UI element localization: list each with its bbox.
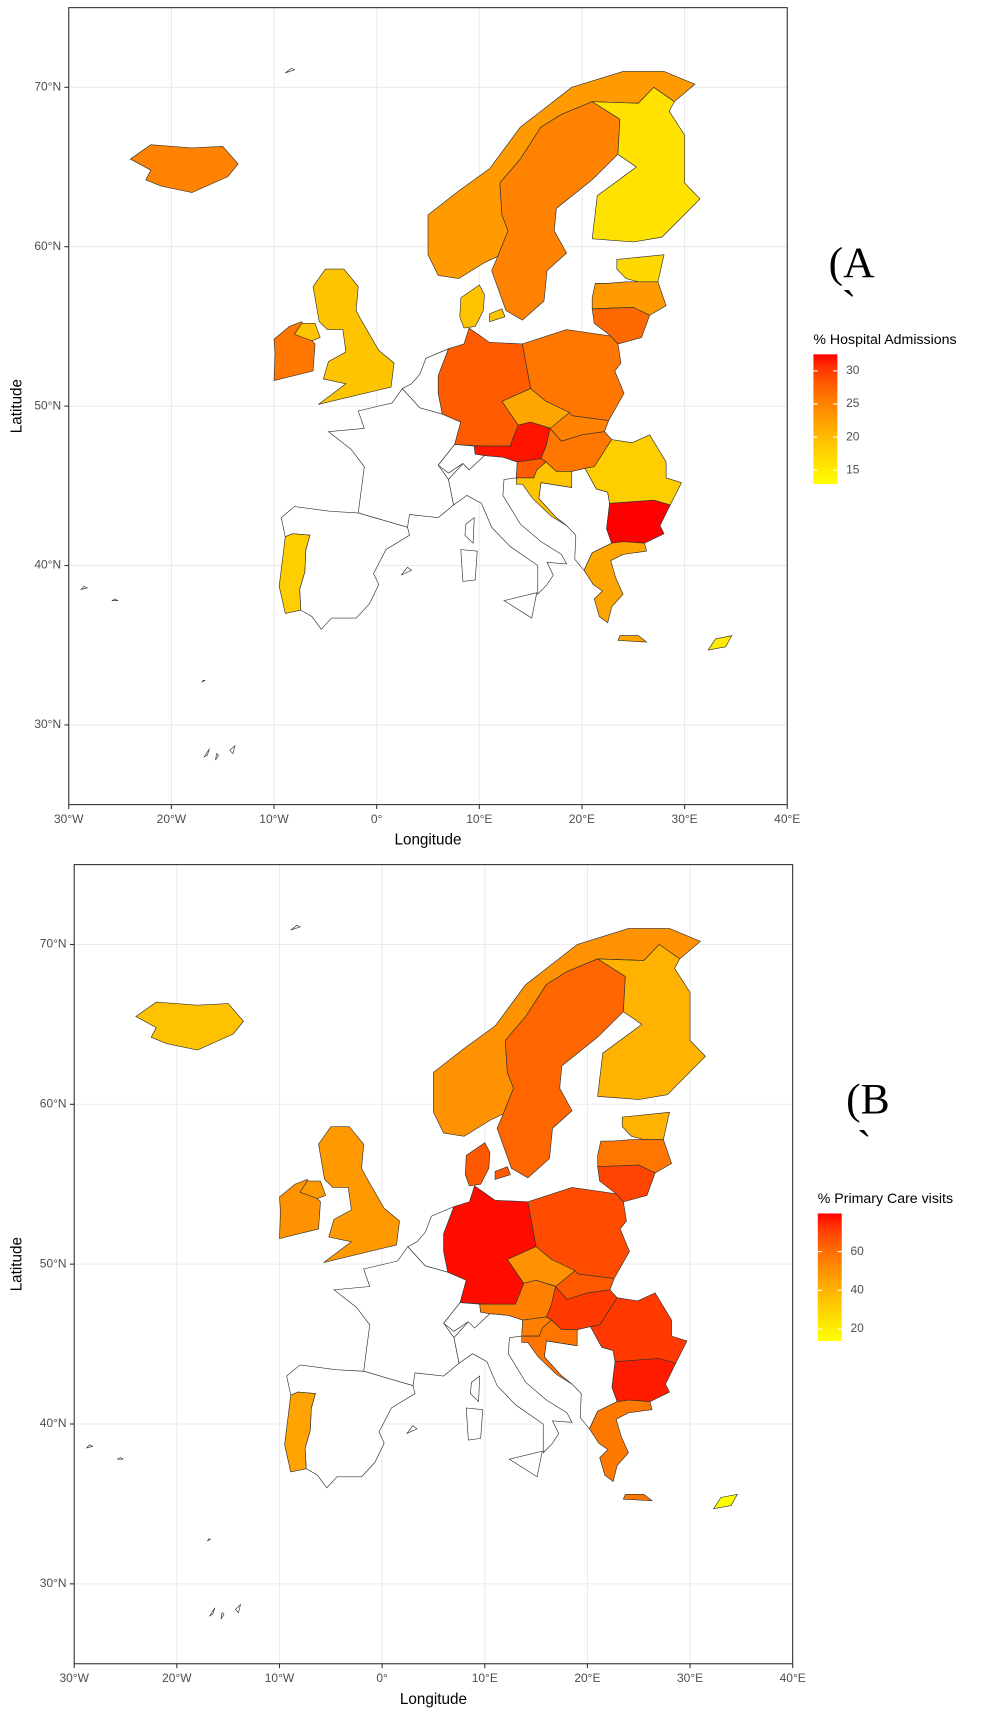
legend-tick-label: 60: [850, 1244, 864, 1258]
map-panel: 30°W 20°W 10°W 0° 10°E 20°E 30°E 40°E 30°N 40°N 50…: [9, 865, 954, 1708]
country-no-data: [466, 1408, 482, 1440]
x-tick-label: 30°E: [677, 1671, 703, 1685]
y-tick-label: 60°N: [40, 1097, 67, 1111]
x-tick-label: 30°W: [59, 1671, 89, 1685]
x-tick-label: 10°E: [466, 812, 492, 826]
y-tick-label: 50°N: [40, 1256, 67, 1270]
x-tick-label: 40°E: [774, 812, 800, 826]
y-tick-label: 70°N: [34, 80, 61, 94]
x-tick-label: 40°E: [780, 1671, 806, 1685]
panel-label: (B: [846, 1075, 890, 1123]
x-tick-label: 20°W: [162, 1671, 192, 1685]
colorbar: [813, 354, 837, 484]
legend-title: % Primary Care visits: [818, 1191, 953, 1207]
map-panel: 30°W 20°W 10°W 0° 10°E 20°E 30°E 40°E 30°N 40°N 50…: [9, 8, 957, 849]
legend-tick-label: 20: [850, 1321, 864, 1335]
legend-tick-label: 40: [850, 1282, 864, 1296]
y-tick-label: 70°N: [40, 937, 67, 951]
legend-tick-label: 20: [846, 429, 860, 443]
y-axis-title: Latitude: [9, 379, 26, 433]
x-tick-label: 10°W: [265, 1671, 295, 1685]
x-tick-label: 30°W: [54, 812, 84, 826]
x-tick-label: 20°W: [157, 812, 187, 826]
y-tick-label: 30°N: [34, 717, 61, 731]
colorbar: [818, 1213, 842, 1341]
panel-mark: `: [857, 1122, 872, 1170]
y-tick-label: 40°N: [40, 1416, 67, 1430]
x-tick-label: 10°E: [472, 1671, 498, 1685]
y-axis-title: Latitude: [9, 1237, 26, 1291]
legend-title: % Hospital Admissions: [813, 332, 956, 348]
y-tick-label: 50°N: [34, 398, 61, 412]
y-tick-label: 40°N: [34, 558, 61, 572]
legend-tick-label: 25: [846, 396, 860, 410]
panel-mark: `: [842, 283, 857, 331]
y-tick-label: 60°N: [34, 239, 61, 253]
panel-label: (A: [829, 239, 876, 287]
country-no-data: [461, 550, 477, 582]
x-axis-title: Longitude: [400, 1691, 467, 1708]
x-tick-label: 10°W: [259, 812, 289, 826]
x-axis-title: Longitude: [394, 832, 461, 849]
figure: 30°W 20°W 10°W 0° 10°E 20°E 30°E 40°E 30°N 40°N 50…: [0, 0, 989, 1715]
legend-tick-label: 15: [846, 462, 860, 476]
x-tick-label: 20°E: [574, 1671, 600, 1685]
x-tick-label: 0°: [376, 1671, 388, 1685]
legend-tick-label: 30: [846, 363, 860, 377]
x-tick-label: 20°E: [569, 812, 595, 826]
x-tick-label: 0°: [371, 812, 383, 826]
y-tick-label: 30°N: [40, 1576, 67, 1590]
x-tick-label: 30°E: [672, 812, 698, 826]
